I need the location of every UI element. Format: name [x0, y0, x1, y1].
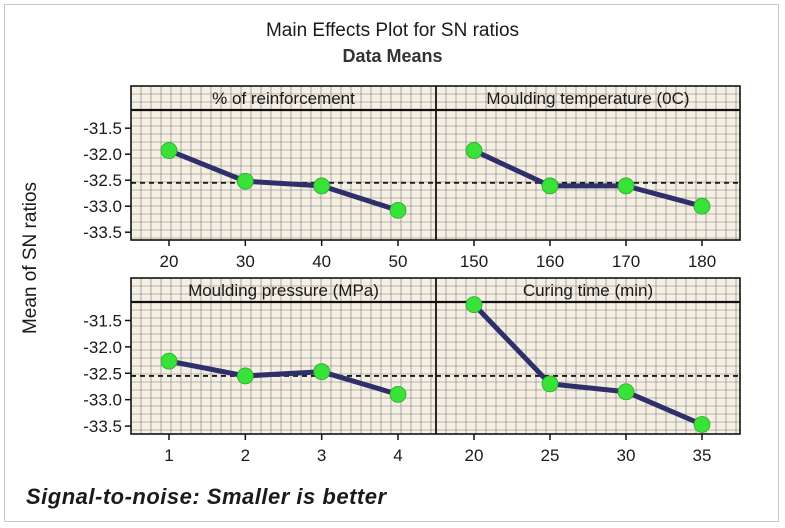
- chart-subtitle: Data Means: [342, 46, 443, 66]
- x-tick-label: 2: [241, 446, 250, 465]
- data-point: [313, 177, 331, 195]
- x-tick-label: 170: [612, 252, 640, 271]
- data-point: [465, 142, 483, 159]
- panel-background: [131, 110, 436, 240]
- data-point: [313, 363, 331, 381]
- data-point: [160, 352, 178, 370]
- x-tick-label: 150: [460, 252, 488, 271]
- panel-title: Moulding pressure (MPa): [188, 281, 379, 300]
- x-tick-label: 1: [164, 446, 173, 465]
- x-tick-label: 30: [236, 252, 255, 271]
- y-tick-label: -32.0: [83, 145, 122, 164]
- panel-background: [436, 302, 740, 434]
- panel-header: [131, 86, 436, 110]
- x-tick-label: 35: [693, 446, 712, 465]
- y-tick-label: -33.5: [83, 417, 122, 436]
- y-tick-label: -31.5: [83, 119, 122, 138]
- data-point: [541, 177, 559, 195]
- series-line: [471, 148, 705, 209]
- panel-header: [436, 86, 740, 110]
- panel-2: Moulding temperature (0C) 150 160 170 180: [436, 86, 740, 271]
- x-tick-label: 3: [317, 446, 326, 465]
- series-line: [166, 148, 401, 213]
- data-point: [465, 296, 483, 314]
- y-tick-label: -31.5: [83, 311, 122, 330]
- data-point: [541, 375, 559, 393]
- data-point: [160, 142, 178, 159]
- data-point: [693, 197, 711, 215]
- panel-4: Curing time (min) 20 25 30 35: [436, 278, 740, 465]
- x-tick-label: 25: [541, 446, 560, 465]
- panel-background: [436, 110, 740, 240]
- panel-header: [436, 278, 740, 302]
- panel-1: % of reinforcement 20 30 40 50 -31.5 -32.0 -32.…: [83, 86, 436, 271]
- chart-title: Main Effects Plot for SN ratios: [265, 20, 520, 41]
- y-tick-label: -32.5: [83, 171, 122, 190]
- panel-header: [131, 278, 436, 302]
- x-tick-label: 20: [160, 252, 179, 271]
- panel-background: [131, 302, 436, 434]
- y-tick-label: -32.5: [83, 364, 122, 383]
- y-tick-label: -32.0: [83, 338, 122, 357]
- data-point: [389, 201, 407, 219]
- data-point: [693, 416, 711, 433]
- x-tick-label: 40: [312, 252, 331, 271]
- y-tick-label: -33.0: [83, 391, 122, 410]
- panel-title: Curing time (min): [523, 281, 653, 300]
- panel-title: % of reinforcement: [212, 89, 355, 108]
- data-point: [389, 385, 407, 403]
- x-tick-label: 180: [688, 252, 716, 271]
- x-tick-label: 20: [465, 446, 484, 465]
- series-line: [471, 302, 705, 427]
- panel-title: Moulding temperature (0C): [486, 89, 689, 108]
- x-tick-label: 160: [536, 252, 564, 271]
- data-point: [236, 172, 254, 190]
- x-tick-label: 4: [393, 446, 402, 465]
- x-tick-label: 50: [389, 252, 408, 271]
- x-tick-label: 30: [617, 446, 636, 465]
- y-tick-label: -33.5: [83, 223, 122, 242]
- data-point: [236, 367, 254, 385]
- footer-note: Signal-to-noise: Smaller is better: [26, 484, 387, 509]
- series-line: [166, 358, 401, 397]
- data-point: [617, 177, 635, 195]
- y-tick-label: -33.0: [83, 197, 122, 216]
- panel-3: Moulding pressure (MPa) 1 2 3 4 -31.5 -32.0 -32…: [83, 278, 436, 465]
- data-point: [617, 383, 635, 401]
